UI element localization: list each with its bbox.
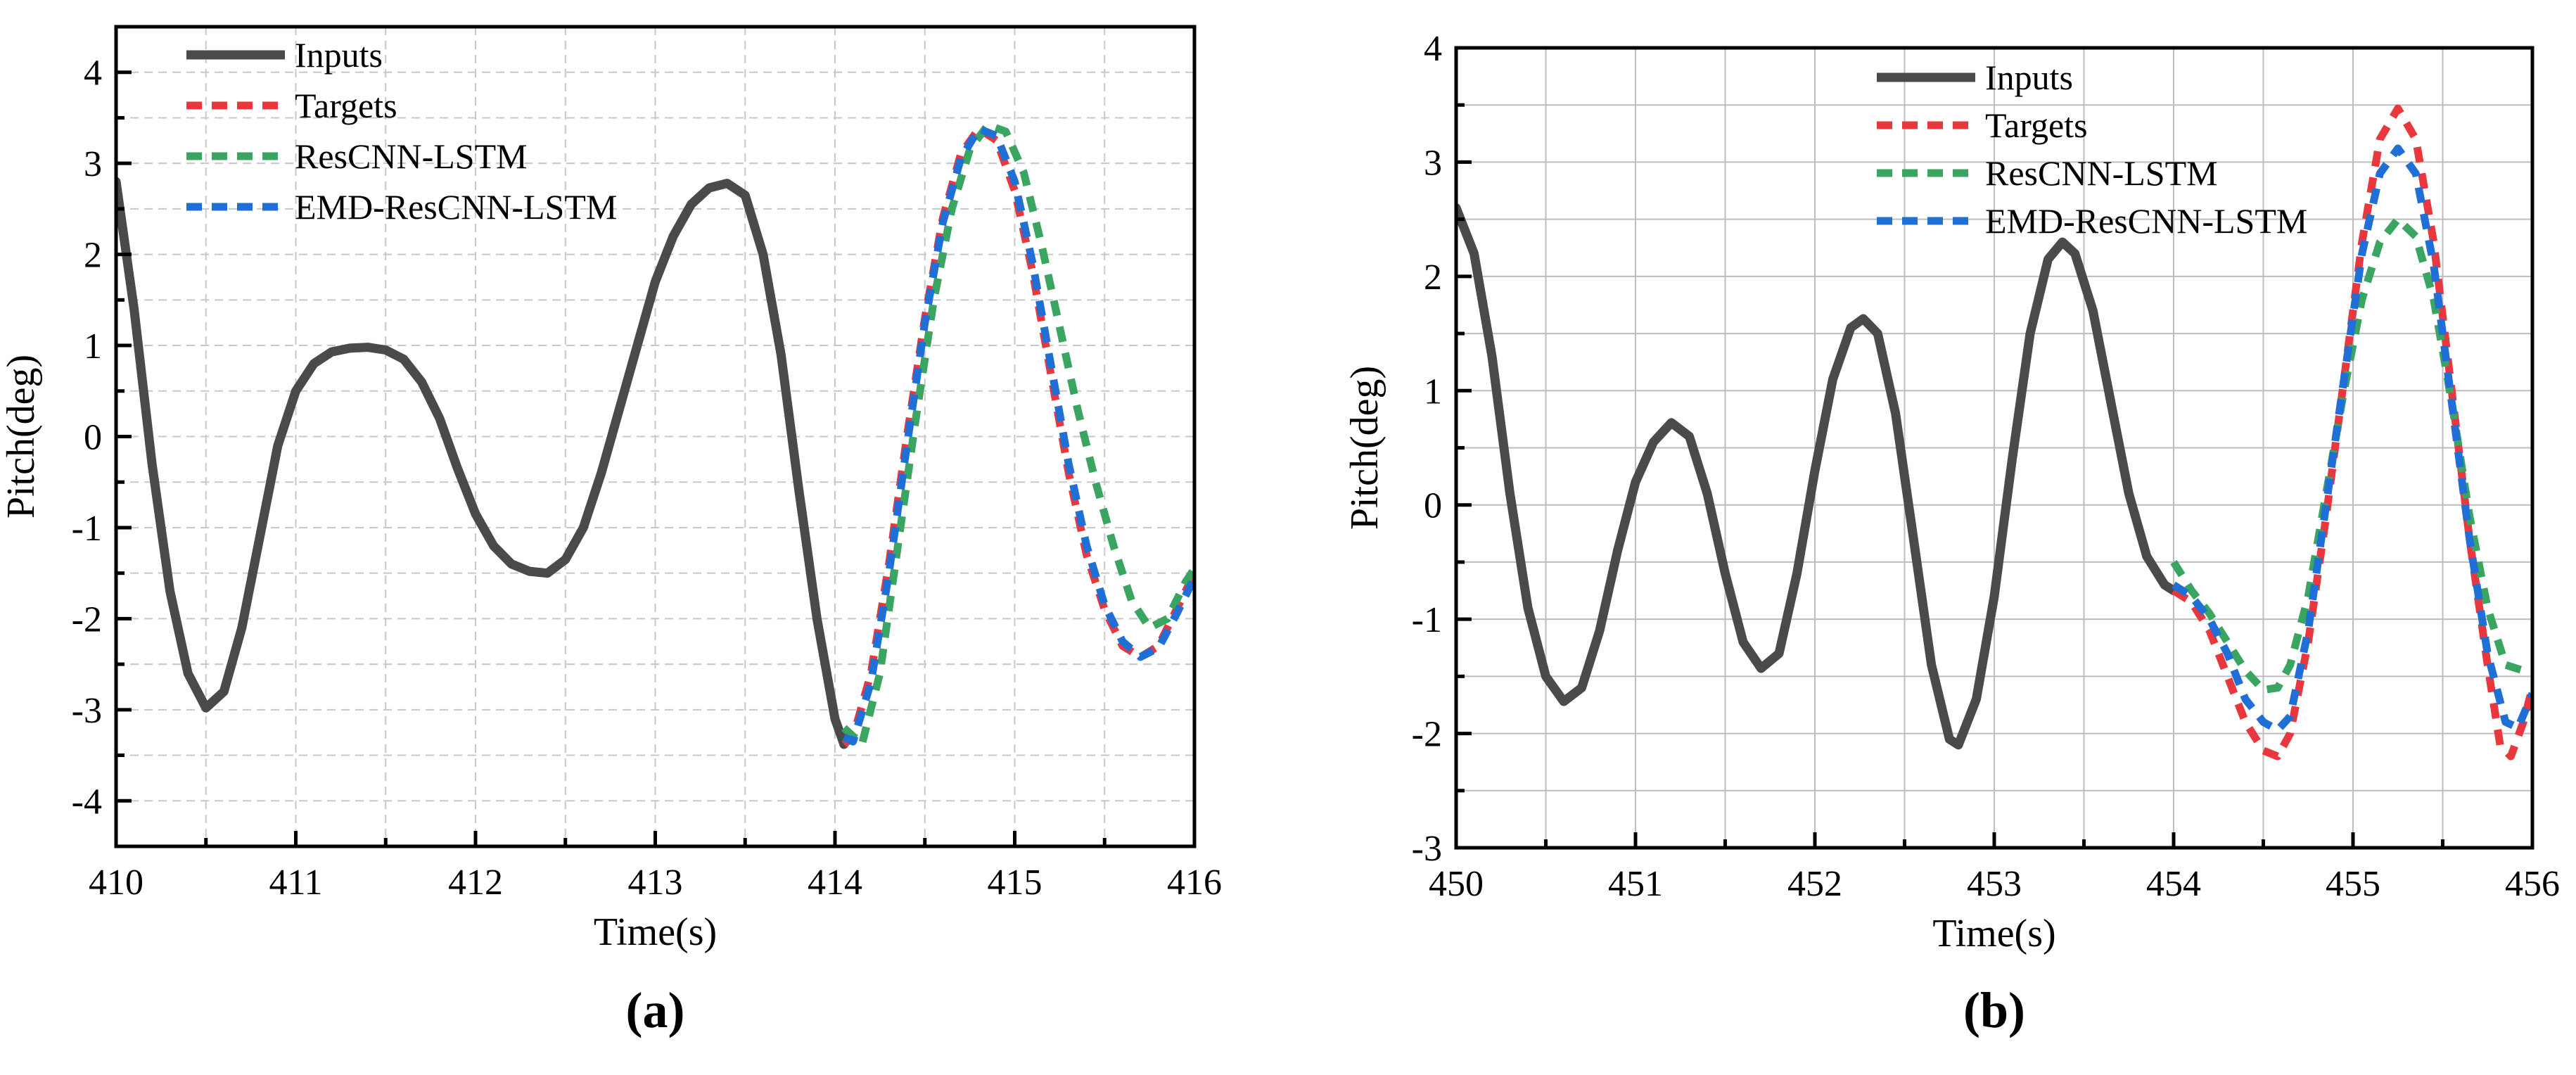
panel-label: (a): [626, 982, 685, 1038]
series-line-inputs: [1456, 203, 2179, 750]
x-tick-label: 451: [1608, 864, 1663, 904]
y-tick-label: 3: [1424, 143, 1442, 183]
series-line-inputs: [116, 177, 849, 749]
legend-label: Targets: [295, 86, 397, 125]
y-tick-label: 3: [84, 144, 102, 184]
x-tick-label: 416: [1167, 863, 1222, 903]
axis-ticks: 410 411 412 413 414 415 416 -4 -3 -2 -1 0 1 2 3 4: [72, 25, 1222, 903]
legend-label: Targets: [1985, 106, 2088, 145]
legend-label: ResCNN-LSTM: [1985, 153, 2218, 193]
x-tick-label: 455: [2326, 864, 2380, 904]
y-tick-label: 1: [1424, 371, 1442, 412]
series-line-emd-rescnn-lstm: [842, 125, 1194, 746]
legend-label: ResCNN-LSTM: [295, 136, 528, 176]
legend: Inputs Targets ResCNN-LSTM EMD-ResCNN-LSTM: [1877, 58, 2307, 241]
y-tick-label: -2: [1412, 715, 1442, 755]
y-tick-label: -3: [72, 691, 102, 731]
y-tick-label: -1: [72, 509, 102, 549]
y-axis-label: Pitch(deg): [1343, 366, 1386, 530]
legend-label: EMD-ResCNN-LSTM: [1985, 201, 2307, 241]
series-lines: [1456, 104, 2532, 761]
x-tick-label: 452: [1787, 864, 1842, 904]
series-lines: [116, 121, 1194, 749]
y-tick-label: 0: [84, 418, 102, 458]
x-axis-label: Time(s): [594, 910, 717, 954]
axis-ticks: 450 451 452 453 454 455 456 -3 -2 -1 0 1 2 3 4: [1412, 29, 2560, 904]
x-axis-label: Time(s): [1932, 912, 2055, 955]
x-tick-label: 410: [89, 863, 144, 903]
x-tick-label: 412: [448, 863, 503, 903]
y-tick-label: -4: [72, 782, 102, 822]
y-tick-label: -3: [1412, 829, 1442, 869]
y-tick-label: 4: [1424, 29, 1442, 69]
chart-panel-a: 410 411 412 413 414 415 416 -4 -3 -2 -1 0 1 2 3 4 Time(s…: [0, 25, 1222, 1038]
x-tick-label: 411: [269, 863, 322, 903]
x-tick-label: 454: [2146, 864, 2201, 904]
y-tick-label: -1: [1412, 600, 1442, 640]
x-tick-label: 456: [2505, 864, 2560, 904]
series-line-emd-rescnn-lstm: [2172, 144, 2532, 734]
y-tick-label: -2: [72, 599, 102, 640]
legend-label: Inputs: [1985, 58, 2073, 97]
x-tick-label: 450: [1429, 864, 1484, 904]
y-tick-label: 2: [84, 236, 102, 276]
y-tick-label: 4: [84, 53, 102, 94]
y-tick-label: 2: [1424, 257, 1442, 298]
y-axis-label: Pitch(deg): [0, 355, 43, 519]
y-tick-label: 1: [84, 326, 102, 367]
chart-panel-b: 450 451 452 453 454 455 456 -3 -2 -1 0 1 2 3 4 Time(s) P…: [1343, 29, 2560, 1038]
grid-lines: [115, 26, 1195, 847]
x-tick-label: 413: [628, 863, 683, 903]
series-line-rescnn-lstm: [2170, 215, 2532, 694]
x-tick-label: 414: [808, 863, 862, 903]
y-tick-label: 0: [1424, 486, 1442, 526]
legend: Inputs Targets ResCNN-LSTM EMD-ResCNN-LSTM: [186, 35, 617, 227]
panel-label: (b): [1963, 982, 2025, 1038]
x-tick-label: 453: [1967, 864, 2022, 904]
legend-label: Inputs: [295, 35, 383, 75]
series-line-rescnn-lstm: [841, 121, 1194, 749]
x-tick-label: 415: [988, 863, 1042, 903]
legend-label: EMD-ResCNN-LSTM: [295, 187, 617, 227]
